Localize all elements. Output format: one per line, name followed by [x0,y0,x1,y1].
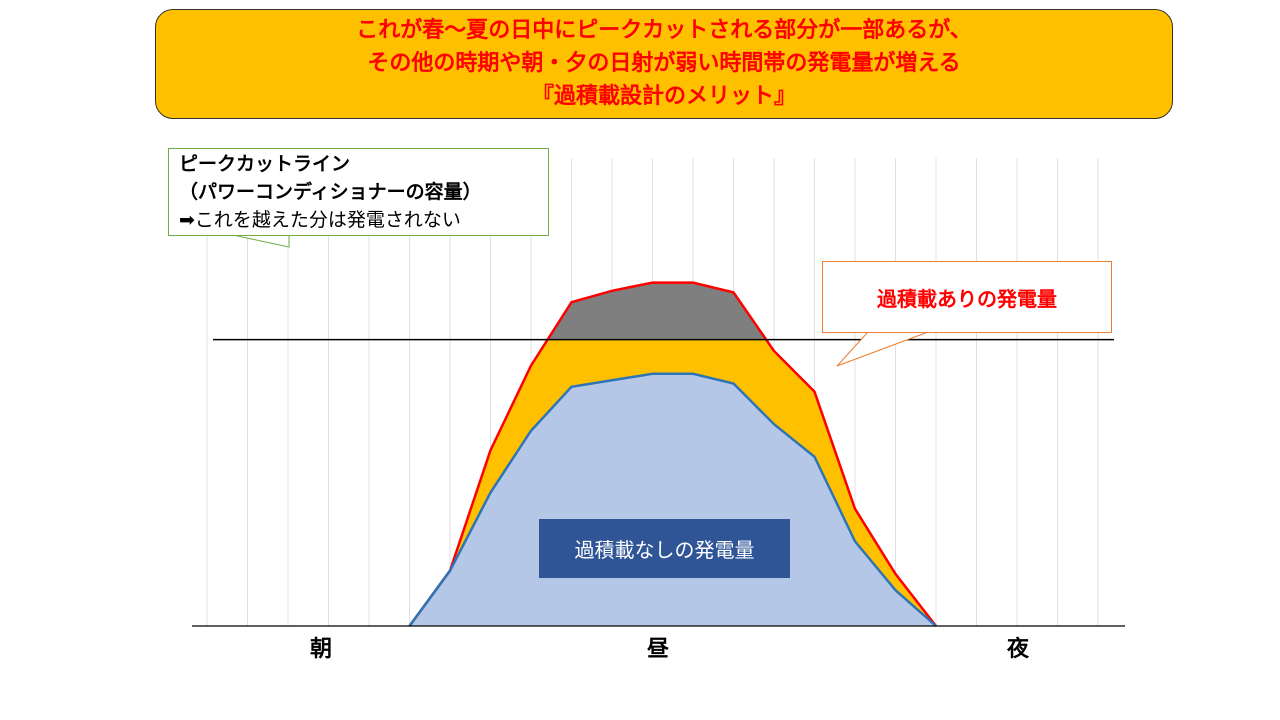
series-line-without-overload [408,372,937,627]
with-overload-label: 過積載ありの発電量 [877,286,1057,311]
banner-line-1: これが春～夏の日中にピークカットされる部分が一部あるが、 [356,18,972,43]
peak-callout-pointer [232,234,290,248]
banner-line-3: 『過積載設計のメリット』 [531,84,796,109]
banner-line-2: その他の時期や朝・夕の日射が弱い時間帯の発電量が増える [367,51,961,76]
peak-cut-note: ➡これを越えた分は発電されない [179,209,461,231]
clipped-area-with-overload [547,282,767,340]
axis-label-night: 夜 [1006,637,1029,662]
without-overload-label: 過積載なしの発電量 [574,538,755,562]
with-overload-callout: 過積載ありの発電量 [822,261,1112,333]
axis-label-noon: 昼 [646,637,669,662]
without-overload-label-box: 過積載なしの発電量 [539,519,790,578]
series-line-with-overload [408,281,937,627]
peak-cut-capacity: （パワーコンディショナーの容量） [179,181,482,203]
headline-banner: これが春～夏の日中にピークカットされる部分が一部あるが、 その他の時期や朝・夕の… [155,9,1173,119]
peak-cut-callout: ピークカットライン （パワーコンディショナーの容量） ➡これを越えた分は発電され… [168,148,549,236]
with-callout-pointer [836,331,929,367]
peak-cut-title: ピークカットライン [179,153,351,175]
area-without-overload [409,373,936,626]
axis-label-morning: 朝 [309,637,332,662]
